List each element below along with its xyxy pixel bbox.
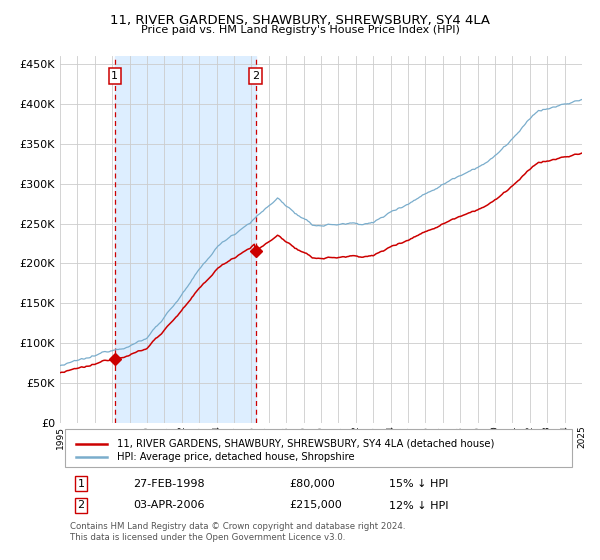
Text: 1: 1: [77, 479, 85, 489]
FancyBboxPatch shape: [65, 428, 572, 466]
Text: 03-APR-2006: 03-APR-2006: [133, 501, 205, 511]
Text: 1: 1: [112, 71, 118, 81]
Bar: [115, 56, 256, 423]
Text: This data is licensed under the Open Government Licence v3.0.: This data is licensed under the Open Gov…: [70, 533, 346, 542]
Text: 11, RIVER GARDENS, SHAWBURY, SHREWSBURY, SY4 4LA (detached house): 11, RIVER GARDENS, SHAWBURY, SHREWSBURY,…: [118, 438, 495, 449]
Text: HPI: Average price, detached house, Shropshire: HPI: Average price, detached house, Shro…: [118, 452, 355, 463]
Text: 27-FEB-1998: 27-FEB-1998: [133, 479, 205, 489]
Text: £215,000: £215,000: [290, 501, 343, 511]
Text: Price paid vs. HM Land Registry's House Price Index (HPI): Price paid vs. HM Land Registry's House …: [140, 25, 460, 35]
Text: 15% ↓ HPI: 15% ↓ HPI: [389, 479, 448, 489]
Text: 12% ↓ HPI: 12% ↓ HPI: [389, 501, 448, 511]
Text: 2: 2: [77, 501, 85, 511]
Text: 2: 2: [252, 71, 259, 81]
Text: Contains HM Land Registry data © Crown copyright and database right 2024.: Contains HM Land Registry data © Crown c…: [70, 521, 406, 531]
Text: £80,000: £80,000: [290, 479, 335, 489]
Text: 11, RIVER GARDENS, SHAWBURY, SHREWSBURY, SY4 4LA: 11, RIVER GARDENS, SHAWBURY, SHREWSBURY,…: [110, 14, 490, 27]
